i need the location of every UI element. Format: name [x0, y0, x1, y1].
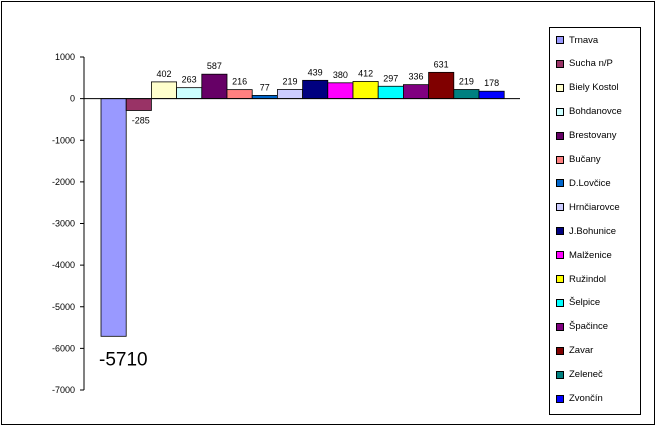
legend-label: Zeleneč: [569, 369, 603, 381]
bar: [478, 90, 505, 100]
legend-label: Brestovany: [569, 130, 617, 142]
bar: [327, 82, 354, 100]
legend-label: J.Bohunice: [569, 225, 617, 237]
legend-item: J.Bohunice: [556, 224, 616, 238]
legend-label: Bučany: [569, 154, 601, 165]
legend-swatch: [556, 394, 564, 403]
data-label: 219: [282, 77, 297, 87]
legend-swatch: [556, 251, 564, 260]
legend-item: Sucha n/P: [556, 57, 613, 71]
data-label: 178: [484, 78, 499, 88]
legend-label: Malženice: [569, 249, 612, 261]
legend-label: D.Lovčice: [569, 177, 611, 189]
y-tick-label: -2000: [52, 177, 75, 187]
data-label: -5710: [99, 349, 148, 370]
bar: [352, 81, 379, 100]
legend-item: Malženice: [556, 248, 612, 262]
data-label: 402: [156, 69, 171, 79]
legend-label: Hrnčiarovce: [569, 201, 620, 213]
data-label: 297: [383, 73, 398, 83]
data-label: 216: [232, 77, 247, 87]
y-tick-label: -7000: [52, 385, 75, 395]
legend-label: Šelpice: [569, 297, 601, 309]
bar: [377, 85, 404, 100]
y-tick-label: -3000: [52, 219, 75, 229]
legend-swatch: [556, 83, 564, 92]
y-tick-label: -4000: [52, 260, 75, 270]
bar: [150, 81, 177, 100]
bar: [302, 79, 329, 100]
legend-item: D.Lovčice: [556, 176, 611, 190]
y-tick-label: 1000: [55, 52, 75, 62]
bar: [226, 89, 253, 100]
data-label: 380: [333, 70, 348, 80]
data-label: 77: [260, 82, 270, 92]
data-label: 587: [207, 61, 222, 71]
legend-swatch: [556, 107, 564, 116]
data-label: 263: [182, 75, 197, 85]
legend-label: Zavar: [569, 345, 594, 357]
legend-item: Špačince: [556, 320, 608, 334]
legend-item: Biely Kostol: [556, 81, 619, 95]
data-label: 412: [358, 68, 373, 78]
legend-item: Šelpice: [556, 296, 600, 310]
legend-swatch: [556, 322, 564, 331]
bar: [176, 87, 203, 100]
legend-item: Brestovany: [556, 129, 617, 143]
bar: [402, 84, 429, 100]
data-label: -285: [132, 115, 150, 125]
legend-label: Špačince: [569, 321, 609, 333]
bar: [428, 71, 455, 100]
legend-item: Bučany: [556, 153, 601, 167]
y-tick-label: -1000: [52, 135, 75, 145]
legend-swatch: [556, 203, 564, 212]
legend-item: Zavar: [556, 344, 593, 358]
y-tick-label: -6000: [52, 343, 75, 353]
legend-swatch: [556, 370, 564, 379]
legend-swatch: [556, 36, 564, 44]
legend-item: Zvončín: [556, 392, 603, 406]
legend-label: Sucha n/P: [569, 58, 613, 70]
bar: [276, 89, 303, 100]
legend-item: Bohdanovce: [556, 105, 622, 119]
legend-swatch: [556, 275, 564, 283]
legend-swatch: [556, 298, 564, 307]
legend-label: Zvončín: [569, 393, 603, 404]
legend-swatch: [556, 227, 564, 236]
legend-swatch: [556, 59, 564, 68]
legend-label: Ružindol: [569, 273, 606, 285]
legend-item: Ružindol: [556, 272, 606, 286]
legend-swatch: [556, 346, 564, 355]
legend: Trnava Sucha n/P Biely Kostol Bohdanovce Bre…: [549, 27, 641, 415]
y-tick-label: 0: [70, 94, 75, 104]
bar: [125, 98, 152, 111]
legend-label: Bohdanovce: [569, 106, 622, 118]
bar: [100, 98, 127, 337]
legend-swatch: [556, 155, 564, 164]
legend-item: Hrnčiarovce: [556, 200, 620, 214]
y-tick-label: -5000: [52, 302, 75, 312]
data-label: 336: [408, 72, 423, 82]
bar: [201, 73, 228, 100]
legend-item: Trnava: [556, 33, 598, 47]
legend-item: Zeleneč: [556, 368, 603, 382]
legend-label: Biely Kostol: [569, 82, 619, 94]
data-label: 439: [308, 67, 323, 77]
legend-swatch: [556, 131, 564, 140]
bar: [453, 89, 480, 100]
legend-swatch: [556, 179, 564, 188]
data-label: 631: [434, 59, 449, 69]
data-label: 219: [459, 77, 474, 87]
legend-label: Trnava: [569, 34, 599, 46]
